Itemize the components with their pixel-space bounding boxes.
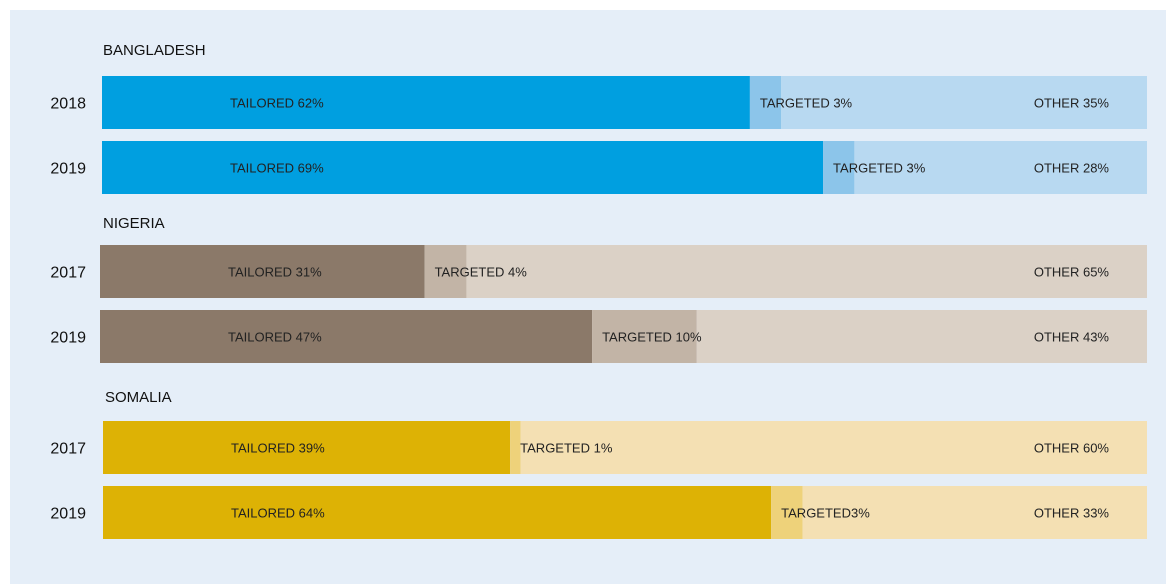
bar-segment-tailored <box>103 486 772 539</box>
bar-segment-targeted <box>749 76 782 129</box>
year-label: 2019 <box>50 161 86 178</box>
bar-segment-tailored <box>102 76 750 129</box>
data-label-other: OTHER 28% <box>1034 161 1110 176</box>
group-title-nigeria: NIGERIA <box>103 215 165 232</box>
data-label-tailored: TAILORED 39% <box>231 441 325 456</box>
year-label: 2018 <box>50 96 86 113</box>
bar-segment-targeted <box>510 421 521 474</box>
group-title-somalia: SOMALIA <box>105 389 172 406</box>
data-label-targeted: TARGETED 3% <box>760 96 853 111</box>
data-label-other: OTHER 60% <box>1034 441 1110 456</box>
year-label: 2019 <box>50 506 86 523</box>
bar-segment-targeted <box>592 310 697 363</box>
data-label-targeted: TARGETED3% <box>781 506 870 521</box>
data-label-targeted: TARGETED 4% <box>435 265 528 280</box>
bar-segment-other <box>802 486 1147 539</box>
data-label-tailored: TAILORED 31% <box>228 265 322 280</box>
bar-segment-other <box>466 245 1147 298</box>
bar-segment-other <box>696 310 1147 363</box>
bar-segment-targeted <box>424 245 467 298</box>
bar-segment-tailored <box>103 421 511 474</box>
data-label-tailored: TAILORED 69% <box>230 161 324 176</box>
data-label-tailored: TAILORED 64% <box>231 506 325 521</box>
year-label: 2017 <box>50 265 86 282</box>
data-label-tailored: TAILORED 62% <box>230 96 324 111</box>
data-label-targeted: TARGETED 1% <box>520 441 613 456</box>
bar-segment-other <box>520 421 1147 474</box>
year-label: 2017 <box>50 441 86 458</box>
bar-segment-other <box>854 141 1147 194</box>
data-label-tailored: TAILORED 47% <box>228 330 322 345</box>
bar-segment-tailored <box>100 310 593 363</box>
bar-segment-tailored <box>100 245 425 298</box>
data-label-other: OTHER 43% <box>1034 330 1110 345</box>
bar-segment-tailored <box>102 141 824 194</box>
year-label: 2019 <box>50 330 86 347</box>
bar-segment-other <box>781 76 1147 129</box>
bar-segment-targeted <box>823 141 855 194</box>
bar-segment-targeted <box>771 486 803 539</box>
data-label-targeted: TARGETED 3% <box>833 161 926 176</box>
data-label-other: OTHER 65% <box>1034 265 1110 280</box>
group-title-bangladesh: BANGLADESH <box>103 42 206 59</box>
data-label-other: OTHER 35% <box>1034 96 1110 111</box>
data-label-targeted: TARGETED 10% <box>602 330 702 345</box>
data-label-other: OTHER 33% <box>1034 506 1110 521</box>
